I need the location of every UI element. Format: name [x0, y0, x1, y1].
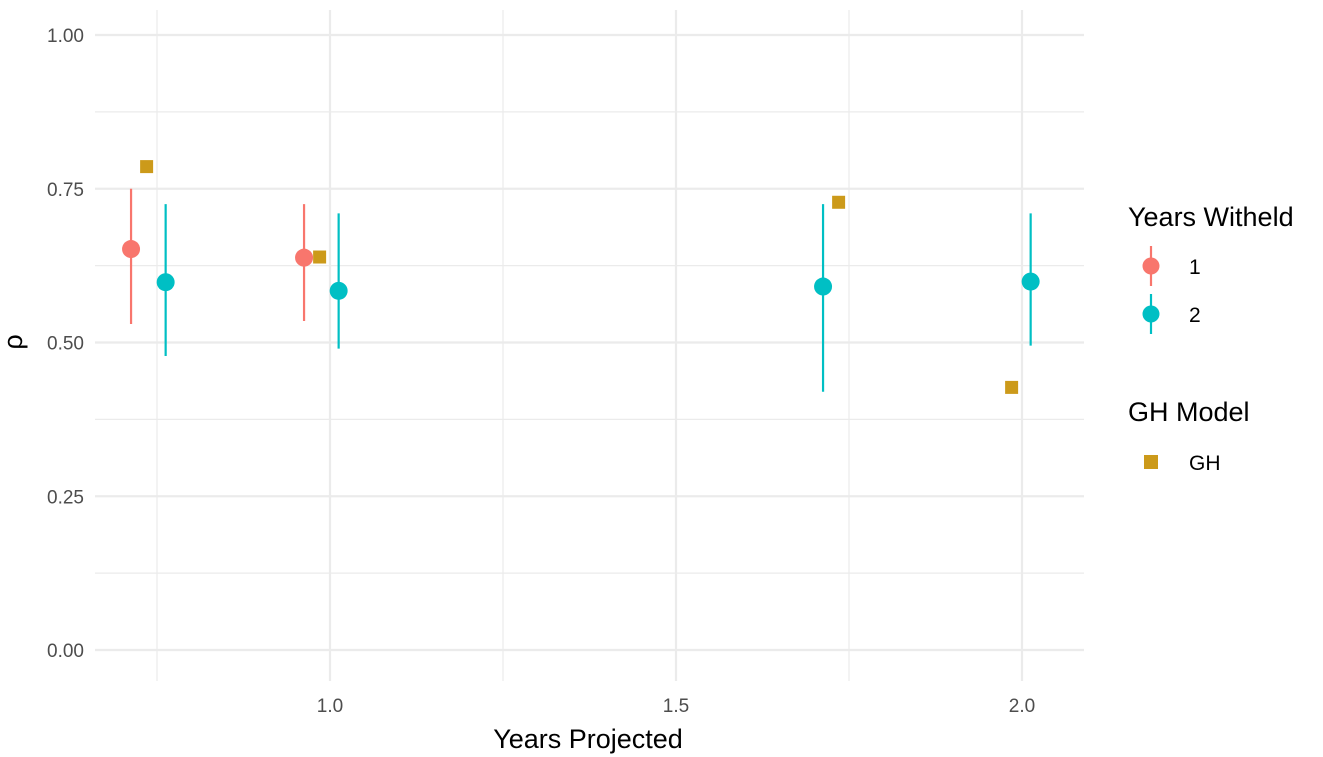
y-tick-label: 0.75: [47, 180, 84, 201]
series-2-point: [329, 281, 348, 300]
data-marks: [122, 160, 1040, 394]
series-2-point: [156, 273, 175, 292]
legend-key-1-point: [1142, 257, 1160, 275]
legend-title-years-witheld: Years Witheld: [1128, 202, 1294, 232]
y-tick-label: 1.00: [47, 26, 84, 47]
legend-item-gh: GH: [1144, 452, 1221, 475]
y-axis-title: ρ: [0, 334, 28, 349]
legend-key-2-point: [1142, 305, 1160, 323]
series-gh-point: [313, 250, 327, 264]
y-tick-label: 0.00: [47, 641, 84, 662]
legend-item-1: 1: [1142, 246, 1201, 286]
y-axis-tick-labels: 0.00 0.25 0.50 0.75 1.00: [47, 26, 84, 662]
series-1-point: [295, 248, 314, 267]
x-tick-label: 2.0: [1009, 696, 1035, 717]
y-tick-label: 0.50: [47, 334, 84, 355]
legend-title-gh-model: GH Model: [1128, 397, 1250, 427]
series-2-point: [814, 277, 833, 296]
legend-label-2: 2: [1189, 304, 1201, 327]
x-axis-title: Years Projected: [493, 724, 683, 754]
y-tick-label: 0.25: [47, 487, 84, 508]
legend-label-1: 1: [1189, 256, 1201, 279]
x-axis-tick-labels: 1.0 1.5 2.0: [317, 696, 1035, 717]
minor-gridlines: [95, 10, 1084, 681]
major-gridlines: [95, 10, 1084, 681]
x-tick-label: 1.0: [317, 696, 343, 717]
x-tick-label: 1.5: [663, 696, 689, 717]
legend-item-2: 2: [1142, 294, 1201, 334]
legend: Years Witheld 1 2 GH Model GH: [1128, 202, 1294, 475]
series-gh-point: [1005, 380, 1019, 394]
series-1-point: [122, 240, 141, 259]
legend-label-gh: GH: [1189, 452, 1221, 475]
legend-key-gh-square: [1144, 455, 1158, 469]
series-2-point: [1021, 272, 1040, 291]
series-gh-point: [140, 160, 154, 174]
series-gh-point: [832, 195, 846, 209]
